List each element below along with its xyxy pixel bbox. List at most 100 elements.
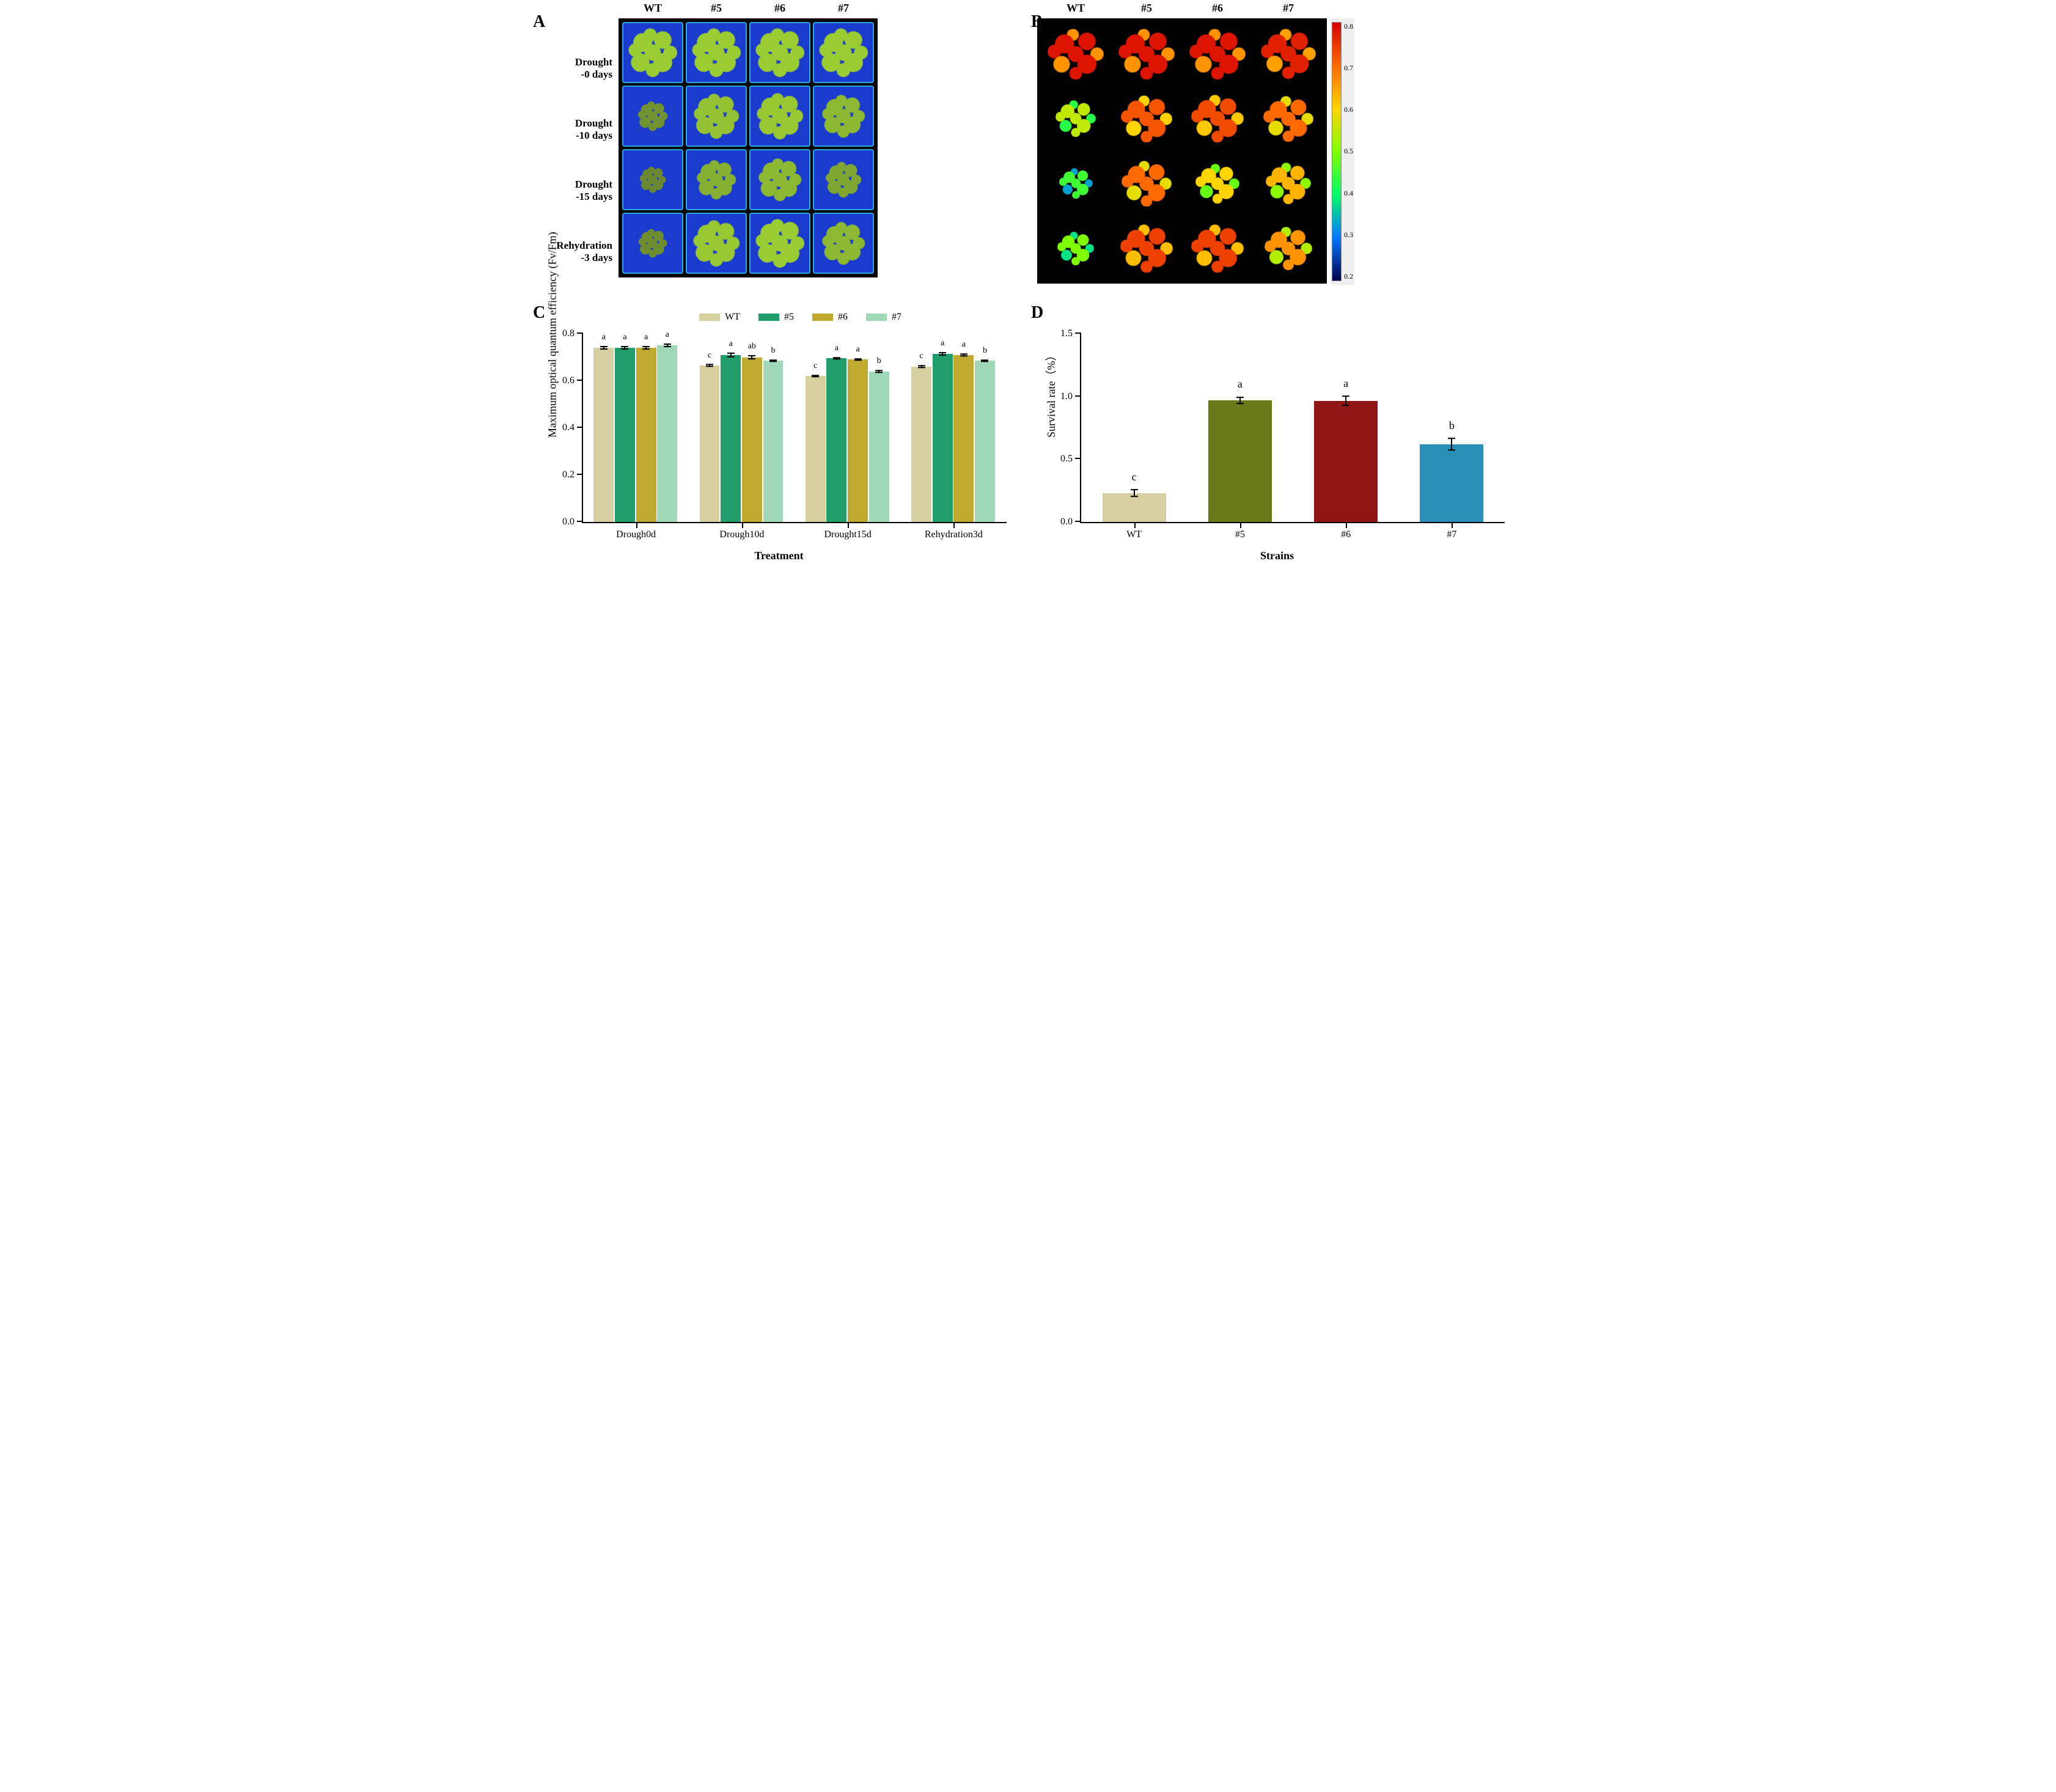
plant-icon xyxy=(639,166,667,194)
plant-icon xyxy=(638,229,667,257)
panel-d-ylabel: Survival rate（%） xyxy=(1043,350,1059,438)
bar xyxy=(742,358,762,523)
panel-a-col-header: WT xyxy=(622,0,683,15)
legend-item: #7 xyxy=(866,312,901,323)
colorbar-gradient xyxy=(1332,22,1342,281)
error-bar xyxy=(984,359,985,362)
fluorescence-plant-icon xyxy=(1195,164,1239,204)
x-tick-label: Rehydration3d xyxy=(925,522,983,540)
significance-label: a xyxy=(729,339,733,349)
plant-icon xyxy=(637,101,668,131)
panel-a-row-label: Drought-0 days xyxy=(539,38,619,99)
bar xyxy=(806,376,826,522)
error-bar xyxy=(773,359,774,362)
significance-label: a xyxy=(602,332,606,342)
fluorescence-plant-icon xyxy=(1120,224,1173,273)
fluorescence-plant-icon xyxy=(1266,163,1312,204)
plant-pot xyxy=(622,86,683,147)
panel-b-col-header: #6 xyxy=(1184,0,1251,15)
fluorescence-cell xyxy=(1255,88,1322,149)
panel-b-colorbar: 0.80.70.60.50.40.30.2 xyxy=(1331,18,1354,285)
panel-a-col-header: #6 xyxy=(749,0,810,15)
bar xyxy=(1420,444,1483,522)
panel-b-col-header: WT xyxy=(1042,0,1109,15)
significance-label: b xyxy=(1449,419,1455,432)
panel-c-xlabel: Treatment xyxy=(754,549,803,562)
panel-c-ylabel: Maximum optical quantum efficiency (Fv/F… xyxy=(546,232,559,438)
y-tick-label: 0.4 xyxy=(562,422,583,433)
plant-pot xyxy=(749,149,810,210)
bar xyxy=(1208,400,1272,522)
x-tick-label: Drought15d xyxy=(824,522,871,540)
fluorescence-plant-icon xyxy=(1265,227,1312,270)
figure-root: A Drought-0 daysDrought-10 daysDrought-1… xyxy=(539,18,1517,566)
plant-icon xyxy=(755,28,805,78)
plant-icon xyxy=(693,93,740,139)
error-bar xyxy=(836,357,837,360)
error-bar xyxy=(1134,490,1135,497)
colorbar-tick-label: 0.5 xyxy=(1344,147,1353,156)
plant-pot xyxy=(686,86,747,147)
plant-pot xyxy=(622,22,683,83)
legend-swatch xyxy=(758,314,779,321)
plant-icon xyxy=(628,28,678,78)
panel-a-grid-wrap: WT#5#6#7 xyxy=(619,18,878,277)
bar xyxy=(975,361,995,522)
panel-c-legend: WT#5#6#7 xyxy=(594,312,1007,323)
error-bar xyxy=(1345,396,1346,406)
error-bar xyxy=(857,358,859,361)
fluorescence-plant-icon xyxy=(1191,95,1244,142)
panel-b-label: B xyxy=(1031,12,1043,32)
plant-icon xyxy=(755,218,805,268)
fluorescence-cell xyxy=(1255,23,1322,84)
plant-icon xyxy=(756,92,804,141)
panel-b: B WT#5#6#7 0.80.70.60.50.40.30.2 xyxy=(1037,18,1517,285)
significance-label: a xyxy=(1343,377,1348,390)
y-tick-label: 1.0 xyxy=(1060,391,1081,402)
legend-label: #7 xyxy=(892,312,901,323)
panel-a-label: A xyxy=(533,12,545,32)
error-bar xyxy=(624,346,625,350)
panel-d: D Survival rate（%） Strains 0.00.51.01.5W… xyxy=(1037,309,1517,566)
fluorescence-cell xyxy=(1255,153,1322,214)
colorbar-tick-label: 0.6 xyxy=(1344,105,1353,114)
legend-label: #6 xyxy=(838,312,848,323)
bar xyxy=(933,354,953,522)
significance-label: c xyxy=(813,361,817,371)
error-bar xyxy=(963,353,964,356)
significance-label: b xyxy=(983,346,987,356)
panel-b-grid-wrap: WT#5#6#7 xyxy=(1037,18,1327,285)
panel-b-content: WT#5#6#7 0.80.70.60.50.40.30.2 xyxy=(1037,18,1517,285)
error-bar xyxy=(1451,438,1452,450)
fluorescence-cell xyxy=(1184,218,1251,279)
significance-label: c xyxy=(919,351,923,361)
panel-a-row-label: Drought-15 days xyxy=(539,160,619,221)
y-tick-label: 0.2 xyxy=(562,469,583,480)
bar xyxy=(721,355,741,522)
fluorescence-cell xyxy=(1184,23,1251,84)
y-tick-label: 0.0 xyxy=(562,516,583,527)
plant-icon xyxy=(696,160,736,200)
error-bar xyxy=(1239,397,1241,404)
colorbar-ticks: 0.80.70.60.50.40.30.2 xyxy=(1342,22,1353,281)
fluorescence-cell xyxy=(1255,218,1322,279)
panel-a-pot-grid xyxy=(619,18,878,277)
panel-c-plotarea: 0.00.20.40.60.8Drough0daaaaDrough10dcaab… xyxy=(582,334,1007,523)
fluorescence-cell xyxy=(1184,153,1251,214)
plant-pot xyxy=(813,22,874,83)
panel-d-plotarea: 0.00.51.01.5WTc#5a#6a#7b xyxy=(1080,334,1505,523)
significance-label: b xyxy=(771,346,775,356)
error-bar xyxy=(751,355,752,359)
legend-label: #5 xyxy=(784,312,794,323)
plant-pot xyxy=(749,86,810,147)
error-bar xyxy=(730,353,732,358)
panel-a-content: Drought-0 daysDrought-10 daysDrought-15 … xyxy=(539,18,1019,282)
fluorescence-plant-icon xyxy=(1048,29,1103,79)
error-bar xyxy=(878,370,879,373)
plant-icon xyxy=(825,161,862,199)
significance-label: a xyxy=(856,345,859,354)
colorbar-tick-label: 0.4 xyxy=(1344,189,1353,198)
bar xyxy=(593,348,614,522)
fluorescence-plant-icon xyxy=(1261,29,1316,79)
plant-pot xyxy=(686,22,747,83)
